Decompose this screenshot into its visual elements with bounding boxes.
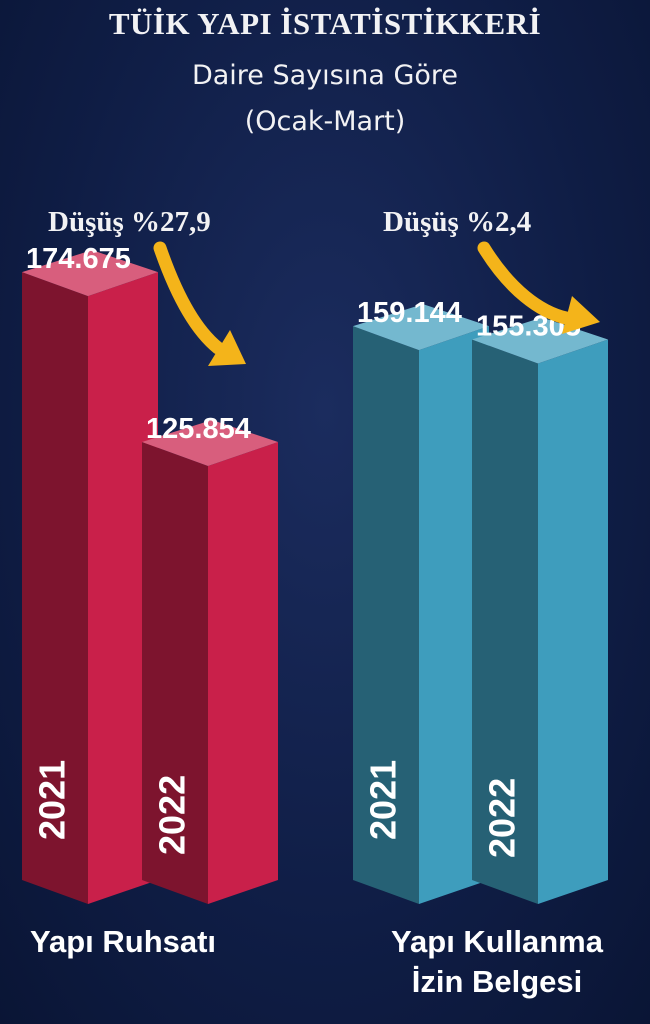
bar-0-2022-year-label: 2022 [152,775,193,855]
bar-0-2022-right-face [208,442,278,904]
change-label-kullanma: Düşüş %2,4 [383,206,532,238]
group-label-kullanma: Yapı Kullanma İzin Belgesi [372,922,622,1002]
bar-1-2021-right-face [419,326,489,904]
group-label-kullanma-line2: İzin Belgesi [411,964,583,999]
group-label-kullanma-line1: Yapı Kullanma [391,924,603,959]
bar-0-2021-left-face [22,272,88,905]
bar-1-2022-left-face [472,339,538,905]
bar-0-2021-year-label: 2021 [32,760,73,840]
bar-0-2021-top-face [22,250,158,297]
bar-0-2022-top-face [142,420,278,467]
trend-arrow-0-shaft [153,241,225,355]
group-label-ruhsat: Yapı Ruhsatı [30,922,216,962]
page-subtitle-line1: Daire Sayısına Göre [191,60,459,91]
group-label-ruhsat-line1: Yapı Ruhsatı [30,924,217,959]
bar-1-2022-right-face [538,339,608,905]
trend-arrow-1-shaft [477,241,573,325]
bar-0-2022-left-face [142,442,208,904]
trend-arrow-1-head [562,296,600,334]
page-subtitle-line2: (Ocak-Mart) [244,106,406,137]
bar-1-2022-year-label: 2022 [482,778,523,858]
change-label-ruhsat: Düşüş %27,9 [48,206,211,238]
bar-0-2021-right-face [88,272,158,905]
bar-0-2021-value-label: 174.675 [26,243,131,275]
bar-0-2022-value-label: 125.854 [146,413,251,445]
bar-1-2021-top-face [353,304,489,351]
bar-1-2021-year-label: 2021 [363,760,404,840]
trend-arrow-0-head [208,330,246,366]
page-title: TÜİK YAPI İSTATİSTİKKERİ [108,6,542,41]
bar-1-2021-value-label: 159.144 [357,297,462,329]
bar-1-2021-left-face [353,326,419,904]
